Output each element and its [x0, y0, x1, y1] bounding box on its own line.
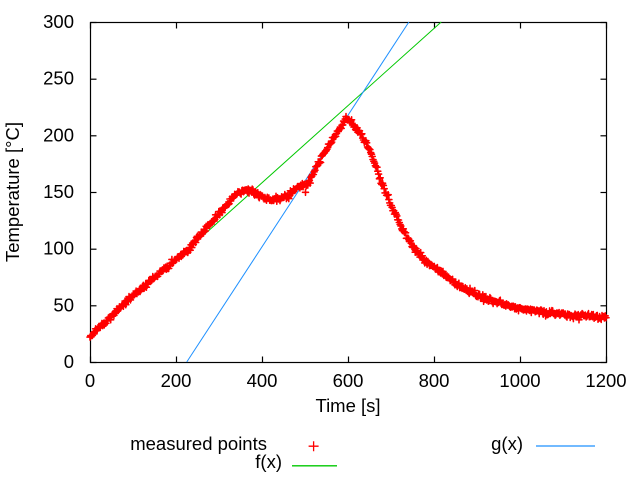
svg-text:100: 100: [43, 238, 74, 259]
svg-text:400: 400: [247, 370, 278, 391]
svg-text:g(x): g(x): [491, 433, 523, 454]
svg-text:800: 800: [419, 370, 450, 391]
svg-text:1000: 1000: [499, 370, 540, 391]
svg-text:200: 200: [161, 370, 192, 391]
svg-text:Temperature [°C]: Temperature [°C]: [2, 122, 23, 262]
svg-text:50: 50: [53, 294, 74, 315]
svg-text:measured points: measured points: [130, 433, 267, 454]
svg-text:0: 0: [64, 351, 74, 372]
svg-text:250: 250: [43, 68, 74, 89]
svg-text:150: 150: [43, 181, 74, 202]
svg-text:1200: 1200: [585, 370, 626, 391]
svg-text:Time [s]: Time [s]: [315, 395, 380, 416]
svg-text:f(x): f(x): [255, 451, 282, 472]
svg-text:300: 300: [43, 11, 74, 32]
svg-text:200: 200: [43, 124, 74, 145]
svg-text:0: 0: [85, 370, 95, 391]
svg-text:600: 600: [333, 370, 364, 391]
